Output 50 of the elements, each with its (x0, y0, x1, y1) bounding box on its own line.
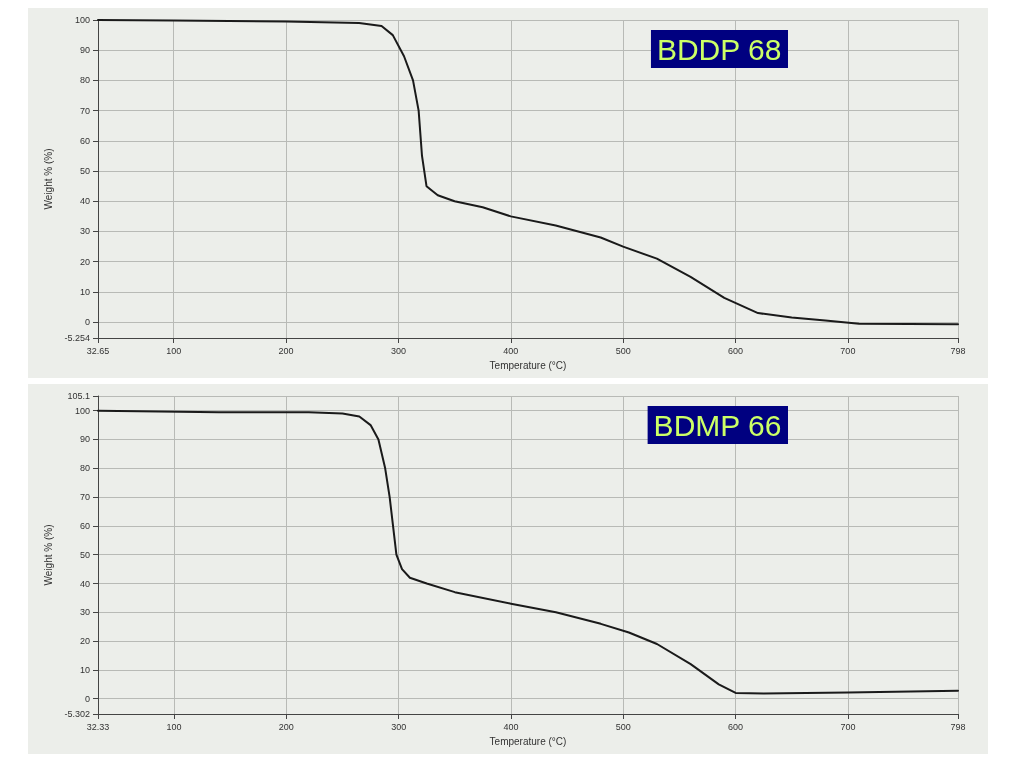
y-tick-label: 100 (74, 405, 90, 416)
y-tick-label: 50 (79, 549, 90, 560)
y-tick-label: 80 (79, 75, 90, 86)
x-tick-label: 400 (503, 345, 519, 356)
y-tick-label: 40 (79, 196, 90, 207)
y-tick-label: -5.254 (64, 333, 90, 343)
y-tick-label: 0 (84, 317, 90, 328)
y-tick-label: 100 (74, 15, 90, 25)
x-tick-label: 400 (503, 721, 519, 732)
y-axis-title: Weight % (%) (42, 524, 54, 586)
y-tick-label: 70 (79, 105, 90, 116)
x-tick-label: 200 (278, 345, 294, 356)
x-tick-label: 100 (166, 721, 182, 732)
x-tick-label: 200 (278, 721, 294, 732)
x-tick-label: 32.33 (86, 721, 110, 732)
x-tick-label: 300 (390, 345, 406, 356)
x-tick-label: 32.65 (86, 345, 110, 356)
x-tick-label: 500 (615, 721, 631, 732)
x-tick-label: 600 (728, 721, 744, 732)
y-tick-label: 10 (79, 664, 90, 675)
x-tick-label: 798 (950, 345, 966, 356)
y-tick-label: 30 (79, 607, 90, 618)
chart-title: BDDP 68 (656, 32, 782, 66)
y-tick-label: 30 (79, 226, 90, 237)
x-tick-label: 300 (391, 721, 407, 732)
x-tick-label: 500 (615, 345, 631, 356)
y-tick-label: 0 (84, 693, 90, 704)
x-tick-label: 700 (840, 721, 856, 732)
y-tick-label: 50 (79, 166, 90, 177)
x-tick-label: 600 (728, 345, 744, 356)
y-tick-label: 70 (79, 492, 90, 503)
x-tick-label: 100 (166, 345, 182, 356)
chart-title: BDMP 66 (653, 408, 782, 442)
line-series (97, 409, 959, 695)
x-tick-label: 798 (950, 721, 966, 732)
y-tick-label: 105.1 (67, 391, 90, 401)
y-tick-label: 90 (79, 45, 90, 56)
y-tick-label: 60 (79, 520, 90, 531)
x-axis-title: Temperature (°C) (489, 359, 567, 371)
y-tick-label: 60 (79, 135, 90, 146)
y-tick-label: 10 (79, 286, 90, 297)
y-tick-label: -5.302 (64, 709, 90, 719)
y-tick-label: 40 (79, 578, 90, 589)
x-axis-title: Temperature (°C) (489, 735, 567, 747)
y-tick-label: 90 (79, 434, 90, 445)
y-tick-label: 20 (79, 256, 90, 267)
y-tick-label: 20 (79, 636, 90, 647)
y-axis-title: Weight % (%) (42, 148, 54, 210)
x-tick-label: 700 (840, 345, 856, 356)
y-tick-label: 80 (79, 463, 90, 474)
